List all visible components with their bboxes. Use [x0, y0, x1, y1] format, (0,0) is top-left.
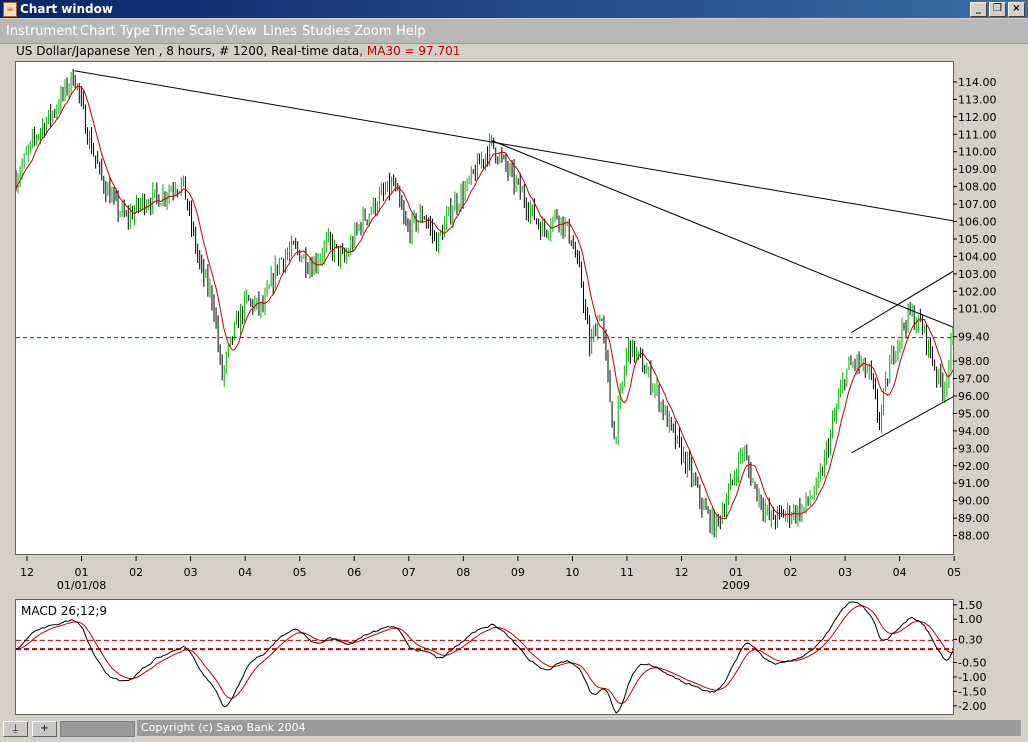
price-tick-label: 93.00: [958, 442, 990, 455]
time-tick-label: 02: [784, 566, 798, 579]
copyright-text: Copyright (c) Saxo Bank 2004: [137, 720, 1021, 736]
menu-bar: Instrument Chart Type Time Scale View Li…: [0, 19, 1028, 44]
time-tick-label: 12: [674, 566, 688, 579]
time-tick-label: 06: [347, 566, 361, 579]
price-tick-label: 104.00: [958, 250, 997, 263]
maximize-button[interactable]: ❐: [989, 2, 1006, 17]
time-tick-label: 05: [293, 566, 307, 579]
crosshair-tool-button[interactable]: +: [32, 721, 57, 737]
price-tick-label: 88.00: [958, 530, 990, 543]
price-tick-label: 98.00: [958, 355, 990, 368]
time-tick-label: 03: [838, 566, 852, 579]
time-tick-label: 07: [402, 566, 416, 579]
price-tick-label: 112.00: [958, 111, 997, 124]
window-title: Chart window: [20, 2, 113, 16]
ma-readout: , MA30 = 97.701: [359, 44, 461, 58]
time-tick-label: 01: [75, 566, 89, 579]
menu-studies[interactable]: Studies: [302, 24, 351, 39]
price-tick-label: 94.00: [958, 425, 990, 438]
price-tick-label: 105.00: [958, 233, 997, 246]
time-axis: 12 01 02 03 04 05 06 07 08 09 10 11 12 01 02 03 04 05 01/0…: [20, 556, 961, 592]
price-tick-label: 113.00: [958, 93, 997, 106]
price-tick-label: 101.00: [958, 303, 997, 316]
time-tick-label: 08: [456, 566, 470, 579]
macd-line: [15, 601, 954, 714]
menu-time-scale[interactable]: Time Scale: [153, 24, 224, 39]
time-tick-label: 05: [947, 566, 961, 579]
chart-info-line: US Dollar/Japanese Yen , 8 hours, # 1200…: [16, 44, 460, 58]
price-axis: 114.00 113.00 112.00 111.00 110.00 109.00 108.…: [953, 76, 997, 543]
macd-tick-label: 1.50: [958, 599, 983, 612]
macd-panel[interactable]: MACD 26;12;9: [15, 599, 954, 715]
price-chart: [15, 68, 954, 538]
java-app-icon: ☕: [3, 2, 17, 17]
price-tick-label: 102.00: [958, 285, 997, 298]
price-tick-label: 103.00: [958, 268, 997, 281]
price-tick-label: 107.00: [958, 198, 997, 211]
trendline: [851, 396, 954, 454]
time-sublabel: 2009: [722, 579, 750, 592]
price-tick-label: 91.00: [958, 477, 990, 490]
price-chart-panel[interactable]: [15, 61, 954, 555]
time-tick-label: 12: [20, 566, 34, 579]
macd-tick-label: 1.00: [958, 613, 983, 626]
time-sublabel: 01/01/08: [57, 579, 106, 592]
macd-chart: [15, 601, 954, 714]
ma30-line: [15, 85, 954, 520]
price-tick-label: 96.00: [958, 390, 990, 403]
close-button[interactable]: ×: [1008, 2, 1025, 17]
price-tick-label: 90.00: [958, 495, 990, 508]
price-tick-label: 110.00: [958, 146, 997, 159]
macd-title: MACD 26;12;9: [21, 604, 108, 618]
menu-help[interactable]: Help: [396, 24, 426, 39]
macd-tick-label: -1.00: [958, 671, 986, 684]
price-tick-label: 97.00: [958, 373, 990, 386]
menu-lines[interactable]: Lines: [263, 24, 297, 39]
time-tick-label: 10: [565, 566, 579, 579]
macd-tick-label: -2.00: [958, 700, 986, 713]
menu-chart-type[interactable]: Chart Type: [80, 24, 150, 39]
trendline: [851, 270, 954, 333]
trendline: [491, 140, 954, 328]
price-tick-label: 89.00: [958, 512, 990, 525]
right-edge: [1019, 44, 1028, 719]
time-tick-label: 02: [129, 566, 143, 579]
time-tick-label: 11: [620, 566, 634, 579]
time-tick-label: 04: [238, 566, 252, 579]
time-tick-label: 04: [893, 566, 907, 579]
menu-view[interactable]: View: [226, 24, 257, 39]
title-bar: ☕ Chart window _ ❐ ×: [0, 0, 1028, 18]
trendline: [74, 70, 954, 222]
status-bar: ⍊ + Copyright (c) Saxo Bank 2004: [0, 719, 1028, 742]
macd-tick-label: -0.50: [958, 656, 986, 669]
macd-signal-line: [15, 605, 954, 705]
time-tick-label: 03: [184, 566, 198, 579]
price-tick-label: 106.00: [958, 216, 997, 229]
price-tick-label: 108.00: [958, 181, 997, 194]
time-tick-label: 01: [729, 566, 743, 579]
price-tick-label: 109.00: [958, 163, 997, 176]
macd-axis: 1.501.00 0.30 -0.50 -1.00-1.50 -2.00: [953, 599, 986, 713]
macd-tick-label: 0.30: [958, 633, 983, 646]
status-field: [60, 721, 135, 737]
minimize-button[interactable]: _: [970, 2, 987, 17]
menu-instrument[interactable]: Instrument: [6, 24, 78, 39]
macd-tick-label: -1.50: [958, 685, 986, 698]
instrument-info: US Dollar/Japanese Yen , 8 hours, # 1200…: [16, 44, 360, 58]
menu-zoom[interactable]: Zoom: [354, 24, 392, 39]
time-tick-label: 09: [511, 566, 525, 579]
price-tick-label: 111.00: [958, 128, 997, 141]
price-tick-label: 95.00: [958, 407, 990, 420]
price-tick-label: 114.00: [958, 76, 997, 89]
price-tick-label: 99.40: [958, 331, 990, 344]
price-tick-label: 92.00: [958, 460, 990, 473]
pan-tool-button[interactable]: ⍊: [3, 721, 28, 737]
